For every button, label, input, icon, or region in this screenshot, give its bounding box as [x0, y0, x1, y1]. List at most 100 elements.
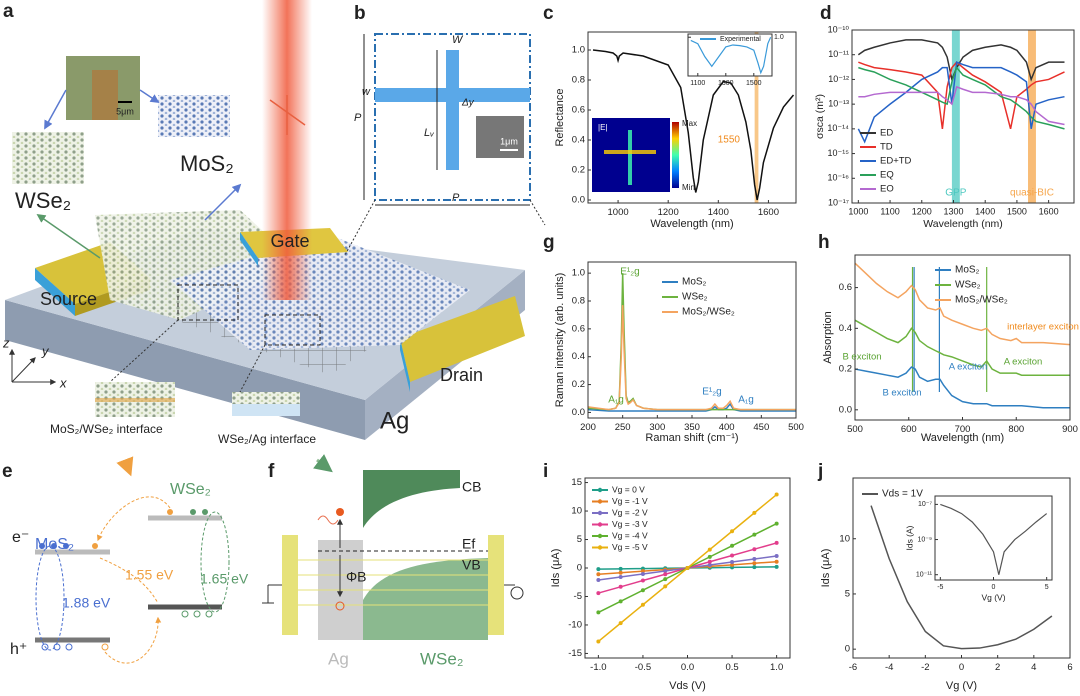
electrode	[488, 535, 504, 635]
panel-label: h	[818, 232, 830, 253]
marker	[752, 510, 757, 515]
legend-label: Vg = -5 V	[612, 542, 648, 552]
line	[854, 319, 1070, 376]
line	[854, 262, 1071, 346]
y-tick-label: 0.6	[572, 105, 585, 116]
y-tick-label: 10⁻¹¹	[828, 49, 849, 59]
recombination	[99, 557, 159, 604]
annotation: E¹₂g	[620, 267, 639, 278]
marker	[774, 554, 779, 559]
vb-band	[363, 558, 488, 640]
x-axis-label: Wavelength (nm)	[921, 432, 1004, 444]
marker	[774, 521, 779, 526]
y-tick-label: 10⁻¹⁶	[828, 173, 850, 183]
panel-label: b	[354, 3, 366, 24]
plot-background	[855, 255, 1070, 420]
vertical-bar	[446, 50, 459, 170]
x-tick-label: 350	[684, 422, 700, 433]
cb-band	[363, 470, 460, 528]
wse2-lattice	[12, 132, 84, 184]
y-tick-label: 1.0	[774, 34, 784, 41]
marker	[663, 569, 668, 574]
marker	[640, 602, 645, 607]
line	[940, 503, 1048, 575]
marker	[707, 559, 712, 564]
drain-electrode	[400, 296, 525, 382]
mos2-lattice	[158, 95, 230, 137]
marker	[752, 557, 757, 561]
x-tick-label: 0.5	[725, 662, 738, 673]
annotation: A₁g	[608, 395, 624, 406]
marker	[730, 560, 735, 565]
legend-label: Vg = -3 V	[612, 519, 648, 529]
marker	[730, 529, 735, 534]
marker	[752, 547, 757, 552]
marker	[640, 571, 645, 576]
line	[858, 61, 1065, 130]
legend-marker	[597, 510, 603, 516]
y-tick-label: 10⁻¹⁴	[827, 123, 849, 133]
panel-label: e	[2, 461, 13, 482]
marker	[596, 639, 601, 644]
x-tick-label: 0	[959, 662, 964, 673]
electron	[190, 509, 196, 515]
annotation: B exciton	[842, 352, 881, 363]
gate-layer	[240, 232, 258, 266]
x-tick-label: 1600	[1039, 206, 1059, 216]
legend-label: Vg = -4 V	[612, 530, 648, 540]
y-tick-label: 0.8	[572, 296, 585, 307]
field-hotspot	[604, 150, 656, 154]
y-axis-label: Ids (μA)	[550, 549, 562, 588]
x-tick-label: -2	[921, 662, 929, 673]
panel-label: a	[3, 1, 14, 22]
marker	[774, 540, 779, 545]
marker	[707, 547, 712, 552]
marker	[640, 588, 645, 593]
x-tick-label: 1300	[718, 80, 734, 87]
transition	[200, 511, 230, 613]
x-tick-label: 1200	[658, 207, 679, 218]
y-tick-label: 10⁻¹³	[828, 99, 849, 109]
legend-marker	[597, 533, 603, 539]
dimension-label: w	[362, 86, 371, 98]
electron	[92, 543, 98, 549]
x-tick-label: 700	[955, 424, 971, 435]
dimension-label: P	[354, 112, 362, 124]
zoom-box	[264, 314, 321, 346]
marker	[663, 584, 668, 589]
x-tick-label: 400	[719, 422, 735, 433]
micrograph-flake	[92, 70, 118, 120]
interface-image	[232, 404, 300, 416]
interface-image	[232, 392, 300, 404]
photon	[317, 515, 339, 525]
y-tick-label: 1.0	[572, 45, 585, 56]
y-tick-label: -15	[568, 648, 582, 659]
x-tick-label: -5	[937, 584, 943, 591]
marker	[774, 564, 779, 569]
x-tick-label: 1100	[880, 206, 899, 216]
zoom-line	[344, 199, 376, 256]
barrier-label: ΦB	[346, 569, 367, 585]
arrow	[36, 213, 101, 259]
panel-label: d	[820, 3, 832, 24]
plot-frame	[851, 29, 1075, 204]
marker	[730, 562, 735, 567]
legend-label: EO	[880, 184, 894, 195]
electron	[167, 509, 173, 515]
electron	[63, 543, 69, 549]
legend-label: ED+TD	[880, 156, 912, 167]
line	[592, 49, 795, 201]
x-tick-label: -6	[849, 662, 857, 673]
marker	[596, 591, 601, 596]
field-label: |E|	[598, 123, 608, 132]
legend-label: Experimental	[720, 36, 761, 43]
x-tick-label: 1500	[746, 80, 762, 87]
axis-arrow	[11, 357, 36, 383]
zoom-line	[239, 344, 266, 393]
metal-label: Ag	[328, 649, 349, 668]
x-tick-label: 1500	[1007, 206, 1027, 216]
x-tick-label: 5	[1045, 584, 1049, 591]
energy-label: 1.88 eV	[62, 595, 111, 611]
marker	[640, 578, 645, 583]
annotation: interlayer exciton	[1007, 322, 1079, 333]
